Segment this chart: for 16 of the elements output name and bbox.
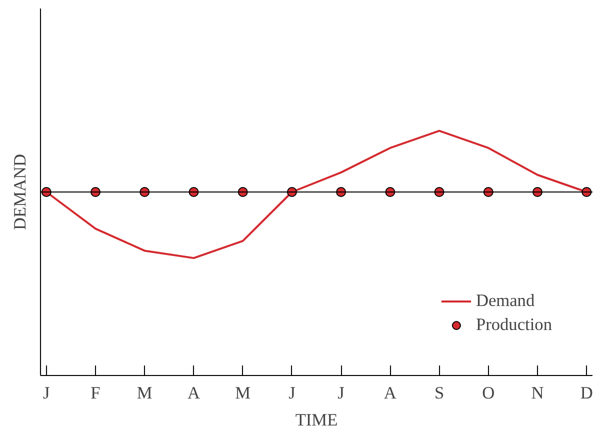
x-tick-label: F: [90, 384, 101, 402]
legend-label: Production: [476, 315, 552, 335]
x-tick-label: M: [235, 384, 251, 402]
y-axis-title: DEMAND: [10, 154, 30, 230]
x-tick-label: N: [531, 384, 544, 402]
x-axis-title: TIME: [295, 410, 338, 430]
x-tick-label: S: [434, 384, 444, 402]
x-tick-label: M: [136, 384, 152, 402]
legend-label: Demand: [476, 291, 535, 311]
x-tick-label: D: [580, 384, 593, 402]
x-tick-label: J: [288, 384, 296, 402]
x-tick-label: J: [43, 384, 50, 402]
x-tick-label: A: [187, 384, 200, 402]
x-tick-label: A: [384, 384, 397, 402]
x-tick-label: J: [338, 384, 345, 402]
x-tick-label: O: [482, 384, 495, 402]
